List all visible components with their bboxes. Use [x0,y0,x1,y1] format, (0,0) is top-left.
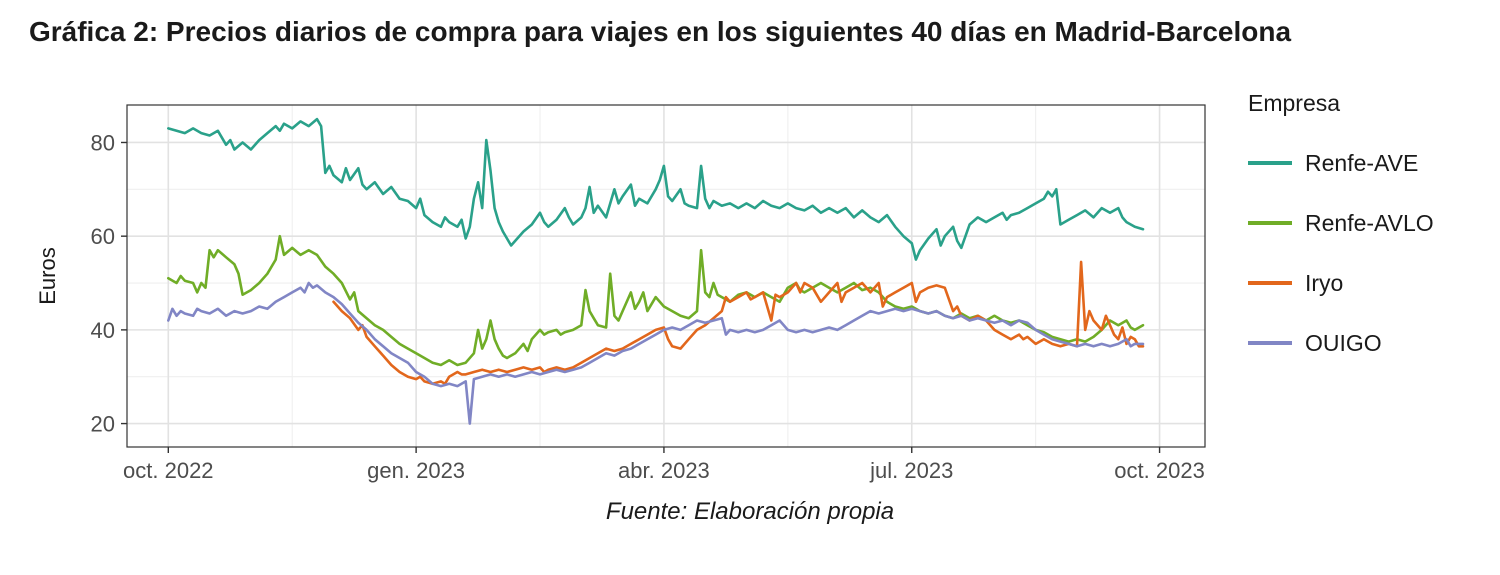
chart-title: Gráfica 2: Precios diarios de compra par… [28,16,1292,47]
legend-title: Empresa [1248,90,1341,116]
legend-entries: Renfe-AVE Renfe-AVLO Iryo OUIGO [1248,133,1488,373]
y-tick-label: 20 [91,412,115,437]
legend-entry-renfe-avlo: Renfe-AVLO [1248,193,1488,253]
legend-entry-iryo: Iryo [1248,253,1488,313]
x-tick-label: abr. 2023 [618,458,710,483]
x-tick-label: oct. 2023 [1114,458,1205,483]
series-line-iryo [332,260,1145,386]
legend-label-renfe-avlo: Renfe-AVLO [1305,209,1434,236]
panel-border [126,104,1206,448]
x-tick-label: gen. 2023 [367,458,465,483]
y-tick-label: 60 [91,224,115,249]
legend-entry-renfe-ave: Renfe-AVE [1248,133,1488,193]
x-tick-label: oct. 2022 [123,458,214,483]
y-tick-label: 80 [91,130,115,155]
legend-label-iryo: Iryo [1305,269,1344,296]
legend-label-renfe-ave: Renfe-AVE [1305,149,1419,176]
panel-background [127,105,1205,447]
x-tick-label: jul. 2023 [869,458,953,483]
legend-entry-ouigo: OUIGO [1248,313,1488,373]
series-line-renfe-ave [167,117,1145,261]
legend-line-swatch-iryo [1248,281,1292,285]
chart-caption: Fuente: Elaboración propia [605,498,895,525]
legend-line-swatch-renfe-avlo [1248,221,1292,225]
y-axis-label: Euros [35,247,60,304]
legend-line-swatch-renfe-ave [1248,161,1292,165]
legend-line-swatch-ouigo [1248,341,1292,345]
series-line-ouigo [167,281,1145,425]
legend-label-ouigo: OUIGO [1305,329,1382,356]
legend: Empresa Renfe-AVE Renfe-AVLO Iryo OUIGO [1248,90,1488,373]
y-tick-label: 40 [91,318,115,343]
